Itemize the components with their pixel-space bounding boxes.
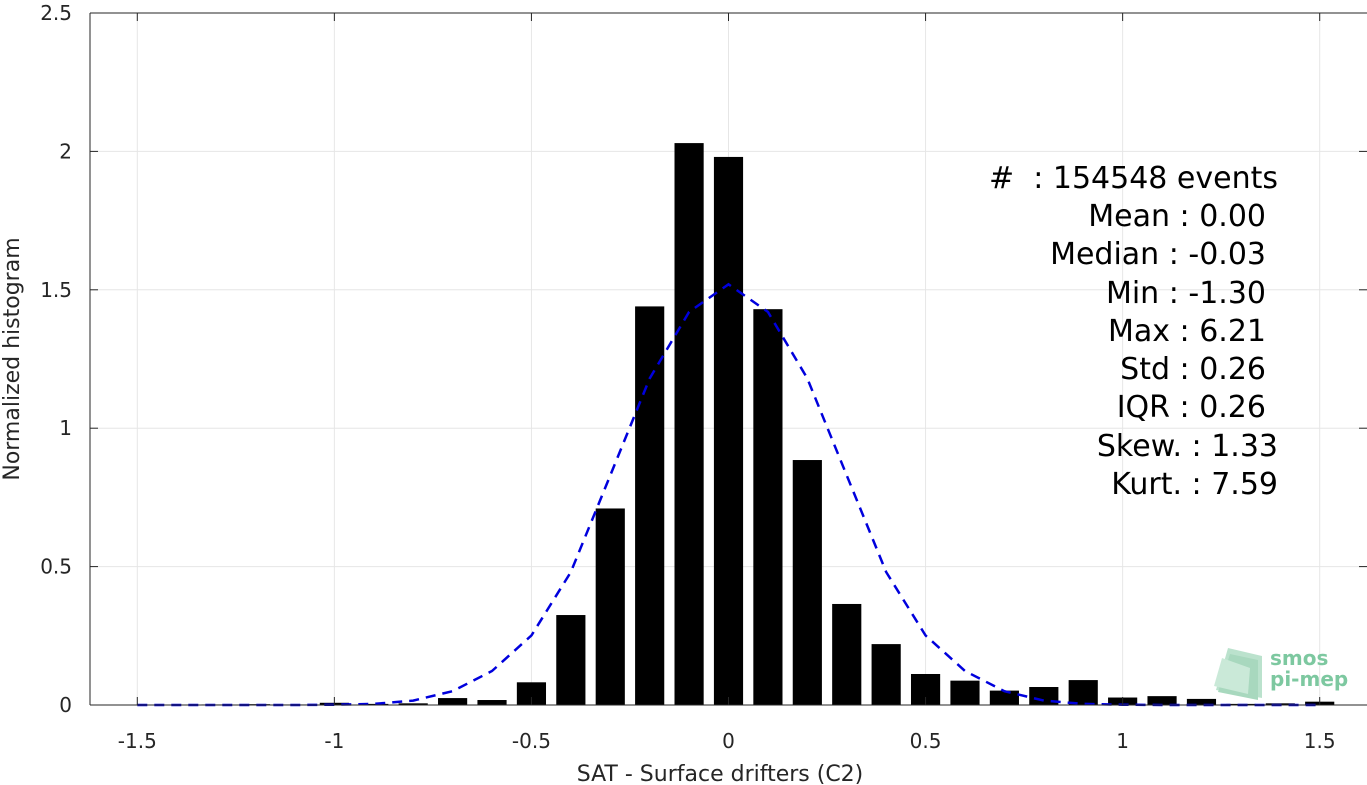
x-tick-label: -1 <box>324 729 344 753</box>
stats-skew: Skew. : 1.33 <box>1097 429 1278 464</box>
stats-min: Min : -1.30 <box>1106 276 1266 311</box>
histogram-bar <box>359 703 389 705</box>
y-axis-ticks: 0 0.5 1 1.5 2 2.5 <box>40 1 1367 717</box>
histogram-bar <box>950 680 980 705</box>
histogram-bar <box>1147 696 1177 705</box>
logo-text-pimep: pi-mep <box>1270 667 1348 691</box>
histogram-bar <box>516 682 547 705</box>
histogram-bar <box>438 698 468 705</box>
stats-count: # : 154548 events <box>989 161 1278 196</box>
y-tick-label: 1 <box>59 416 72 440</box>
histogram-bar <box>674 143 704 705</box>
x-tick-label: -0.5 <box>512 729 551 753</box>
stats-max: Max : 6.21 <box>1108 314 1266 349</box>
histogram-bar <box>556 615 586 705</box>
stats-mean: Mean : 0.00 <box>1088 199 1266 234</box>
y-tick-label: 2 <box>59 139 72 163</box>
x-tick-label: 1.5 <box>1304 729 1336 753</box>
y-tick-label: 0 <box>59 693 72 717</box>
histogram-bar <box>832 603 862 705</box>
y-tick-label: 0.5 <box>40 555 72 579</box>
histogram-bar <box>792 460 822 705</box>
y-tick-label: 2.5 <box>40 1 72 25</box>
histogram-bar <box>871 644 901 705</box>
x-tick-label: 0 <box>722 729 735 753</box>
stats-std: Std : 0.26 <box>1120 352 1266 387</box>
histogram-bar <box>713 156 744 705</box>
histogram-bar <box>753 309 783 705</box>
histogram-bar <box>398 703 428 705</box>
bars <box>122 143 1335 705</box>
histogram-bar <box>1068 680 1098 705</box>
histogram-bar <box>477 700 507 705</box>
x-axis-ticks: -1.5 -1 -0.5 0 0.5 1 1.5 <box>118 13 1336 753</box>
stats-median: Median : -0.03 <box>1050 237 1266 272</box>
logo-text-smos: smos <box>1270 646 1328 670</box>
y-tick-label: 1.5 <box>40 278 72 302</box>
x-axis-title: SAT - Surface drifters (C2) <box>577 762 864 785</box>
histogram-bar <box>595 508 625 705</box>
x-tick-label: 0.5 <box>910 729 942 753</box>
histogram-bar <box>1186 698 1217 705</box>
wave-logo-icon <box>1214 648 1262 700</box>
x-tick-label: 1 <box>1116 729 1129 753</box>
y-axis-title: Normalized histogram <box>0 237 25 480</box>
x-tick-label: -1.5 <box>118 729 157 753</box>
stats-iqr: IQR : 0.26 <box>1117 390 1266 425</box>
smos-pimep-logo: smos pi-mep <box>1214 646 1348 700</box>
histogram-bar <box>989 690 1019 705</box>
histogram-bar <box>635 306 665 705</box>
stats-kurt: Kurt. : 7.59 <box>1111 467 1278 502</box>
stats-annotation: # : 154548 events Mean : 0.00 Median : -… <box>989 161 1278 502</box>
